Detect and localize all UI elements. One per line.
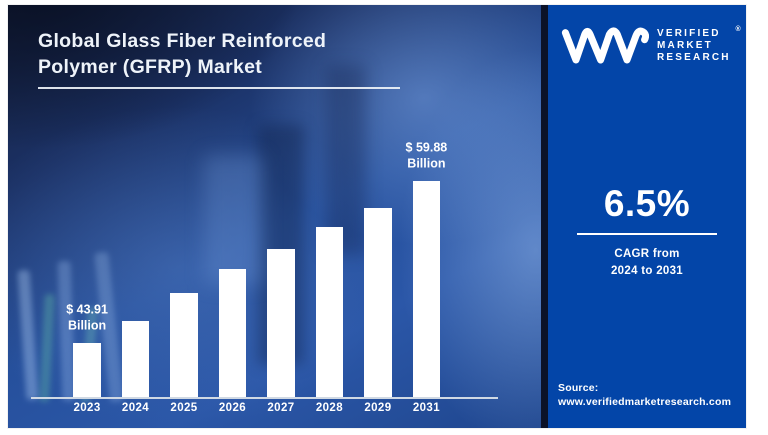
stat-divider-line [577,233,717,235]
x-tick-2031: 2031 [412,402,440,414]
bar-2028 [315,227,344,397]
cagr-stat: 6.5% CAGR from 2024 to 2031 [548,185,746,279]
x-tick-2024: 2024 [121,402,150,414]
brand-panel: ® VERIFIED MARKET RESEARCH 6.5% CAGR fro… [548,5,746,428]
bar-2024 [121,320,150,397]
brand-line-verified: VERIFIED [657,28,721,39]
market-bar-chart: 2023 2024 2025 2026 2027 2028 2029 2031 $ 43.91 B… [8,5,541,428]
x-axis-line [31,397,498,399]
x-tick-2028: 2028 [315,402,344,414]
section-divider [541,5,548,428]
cagr-caption-line-2: 2024 to 2031 [610,264,683,277]
source-block: Source: www.verifiedmarketresearch.com [558,381,731,409]
source-url[interactable]: www.verifiedmarketresearch.com [558,395,732,408]
market-chart-section: Global Glass Fiber Reinforced Polymer (G… [8,5,541,428]
bar-2031 [412,180,441,397]
bar-2027 [267,249,295,397]
value-label-2031: $ 59.88 Billion [405,140,448,171]
x-tick-2026: 2026 [218,402,247,414]
registered-mark: ® [735,26,741,33]
bar-2025 [170,293,198,397]
decor-shadow-shape [326,65,366,255]
cagr-caption-line-1: CAGR from [614,248,680,260]
brand-line-market: MARKET [657,40,713,51]
title-line-1: Global Glass Fiber Reinforced [38,30,327,52]
x-tick-2027: 2027 [267,402,295,414]
cagr-caption: CAGR from 2024 to 2031 [548,246,746,279]
title-line-2: Polymer (GFRP) Market [38,55,263,78]
vmr-logo: ® VERIFIED MARKET RESEARCH [561,24,741,66]
source-label: Source: [558,381,599,394]
vmr-monogram-icon [561,24,649,66]
decor-light-shape [204,155,264,285]
x-tick-2025: 2025 [170,402,198,414]
cagr-value: 6.5% [603,183,691,224]
infographic-poster: Global Glass Fiber Reinforced Polymer (G… [8,5,746,428]
bar-2029 [364,207,392,397]
x-tick-2023: 2023 [73,402,101,414]
value-label-2023: $ 43.91 Billion [66,302,108,333]
x-tick-2029: 2029 [364,402,392,414]
bar-2026 [218,268,247,397]
page-title: Global Glass Fiber Reinforced Polymer (G… [38,29,326,81]
brand-line-research: RESEARCH [657,52,731,63]
bar-2023 [73,343,101,397]
brand-name: ® VERIFIED MARKET RESEARCH [657,26,741,64]
title-underline [38,87,400,89]
